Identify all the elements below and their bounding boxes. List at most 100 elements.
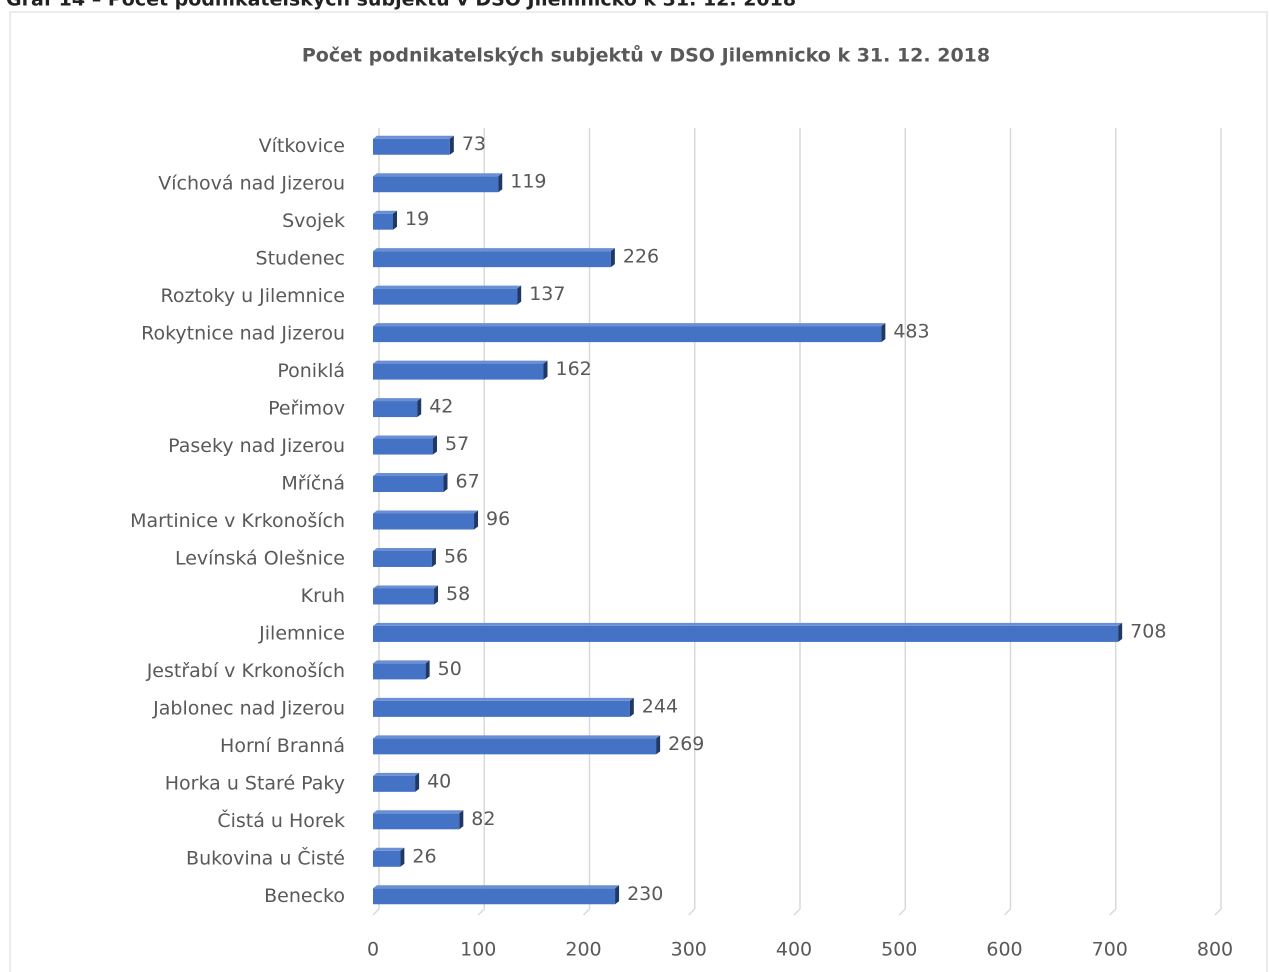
y-tick-label: Paseky nad Jizerou (168, 435, 345, 457)
bar-top (373, 622, 1123, 626)
x-tick-label: 700 (1092, 939, 1128, 961)
y-tick-label: Rokytnice nad Jizerou (141, 323, 345, 345)
y-tick-label: Poniklá (277, 360, 345, 382)
bar-end (417, 398, 422, 418)
bar (373, 398, 422, 418)
y-tick-label: Bukovina u Čisté (186, 845, 345, 869)
y-tick-label: Roztoky u Jilemnice (160, 285, 345, 307)
bar-top (373, 248, 615, 252)
data-label: 42 (429, 396, 453, 418)
data-label: 483 (893, 321, 929, 343)
y-tick-label: Mříčná (281, 473, 345, 495)
y-tick-label: Kruh (301, 585, 345, 607)
bar-top (373, 547, 436, 551)
bar (373, 697, 634, 717)
data-label: 137 (529, 283, 565, 305)
bar-face (373, 288, 518, 305)
bar-top (373, 885, 620, 889)
bar (373, 772, 420, 792)
bar-face (373, 588, 435, 605)
x-tick-label: 800 (1197, 939, 1233, 961)
bar-face (373, 476, 444, 493)
grid-line-floor (1109, 908, 1117, 916)
caption: Graf 14 – Počet podnikatelských subjektů… (6, 0, 796, 11)
bar (373, 885, 620, 905)
grid-line-floor (372, 908, 380, 916)
x-tick-label: 0 (367, 939, 379, 961)
y-tick-label: Jablonec nad Jizerou (152, 697, 345, 719)
bar-face (373, 213, 393, 230)
bar-end (425, 660, 430, 680)
data-label: 26 (412, 845, 436, 867)
bar-end (459, 810, 464, 830)
chart-border (9, 11, 1268, 972)
y-tick-label: Studenec (256, 248, 345, 270)
bar-top (373, 735, 661, 739)
bar-end (443, 473, 448, 493)
x-tick-label: 200 (565, 939, 601, 961)
bar-top (373, 323, 886, 327)
bar-top (373, 285, 522, 289)
bar-face (373, 850, 401, 867)
bar-top (373, 585, 439, 589)
bar (373, 285, 522, 305)
grid-line-floor (1003, 908, 1012, 916)
data-label: 119 (510, 171, 546, 193)
bar (373, 660, 430, 680)
y-tick-label: Víchová nad Jizerou (158, 173, 345, 195)
bar (373, 173, 503, 193)
bar-end (656, 735, 661, 755)
bar-end (434, 585, 439, 605)
bar-face (373, 625, 1119, 642)
bar-end (432, 435, 437, 455)
bar (373, 360, 548, 380)
bar-top (373, 847, 405, 851)
bar-face (373, 813, 460, 830)
data-label: 40 (427, 770, 451, 792)
bar-face (373, 326, 882, 343)
x-tick-label: 400 (776, 939, 812, 961)
bar-top (373, 810, 464, 814)
data-label: 226 (623, 246, 659, 268)
data-label: 244 (642, 695, 678, 717)
bar-top (373, 210, 397, 214)
bar-end (415, 772, 420, 792)
bar-top (373, 473, 448, 477)
bar-top (373, 510, 479, 514)
bar-end (629, 697, 634, 717)
bar (373, 735, 661, 755)
y-tick-label: Svojek (282, 210, 345, 232)
bar-end (498, 173, 503, 193)
data-label: 96 (486, 508, 510, 530)
bar-end (400, 847, 405, 867)
bar-end (543, 360, 548, 380)
bar-top (373, 135, 454, 139)
data-label: 708 (1130, 620, 1166, 642)
bar (373, 585, 439, 605)
data-label: 269 (668, 733, 704, 755)
x-tick-label: 500 (881, 939, 917, 961)
bar-top (373, 435, 437, 439)
grid-line-floor (793, 908, 801, 916)
y-tick-label: Jestřabí v Krkonoších (146, 660, 345, 682)
bar-end (881, 323, 886, 343)
bar (373, 510, 479, 530)
bar-end (474, 510, 479, 530)
bar-top (373, 173, 503, 177)
bar-end (610, 248, 615, 268)
bar-end (1118, 622, 1123, 642)
y-tick-label: Horní Branná (220, 735, 345, 757)
bar-face (373, 888, 616, 905)
grid-line-floor (898, 908, 906, 916)
data-label: 82 (471, 808, 495, 830)
bar-face (373, 663, 426, 680)
y-tick-label: Levínská Olešnice (175, 547, 345, 569)
bar-face (373, 363, 544, 380)
bar-face (373, 251, 611, 268)
grid-line-floor (582, 908, 591, 916)
bar-end (517, 285, 522, 305)
bar-top (373, 697, 634, 701)
bar-face (373, 176, 499, 193)
